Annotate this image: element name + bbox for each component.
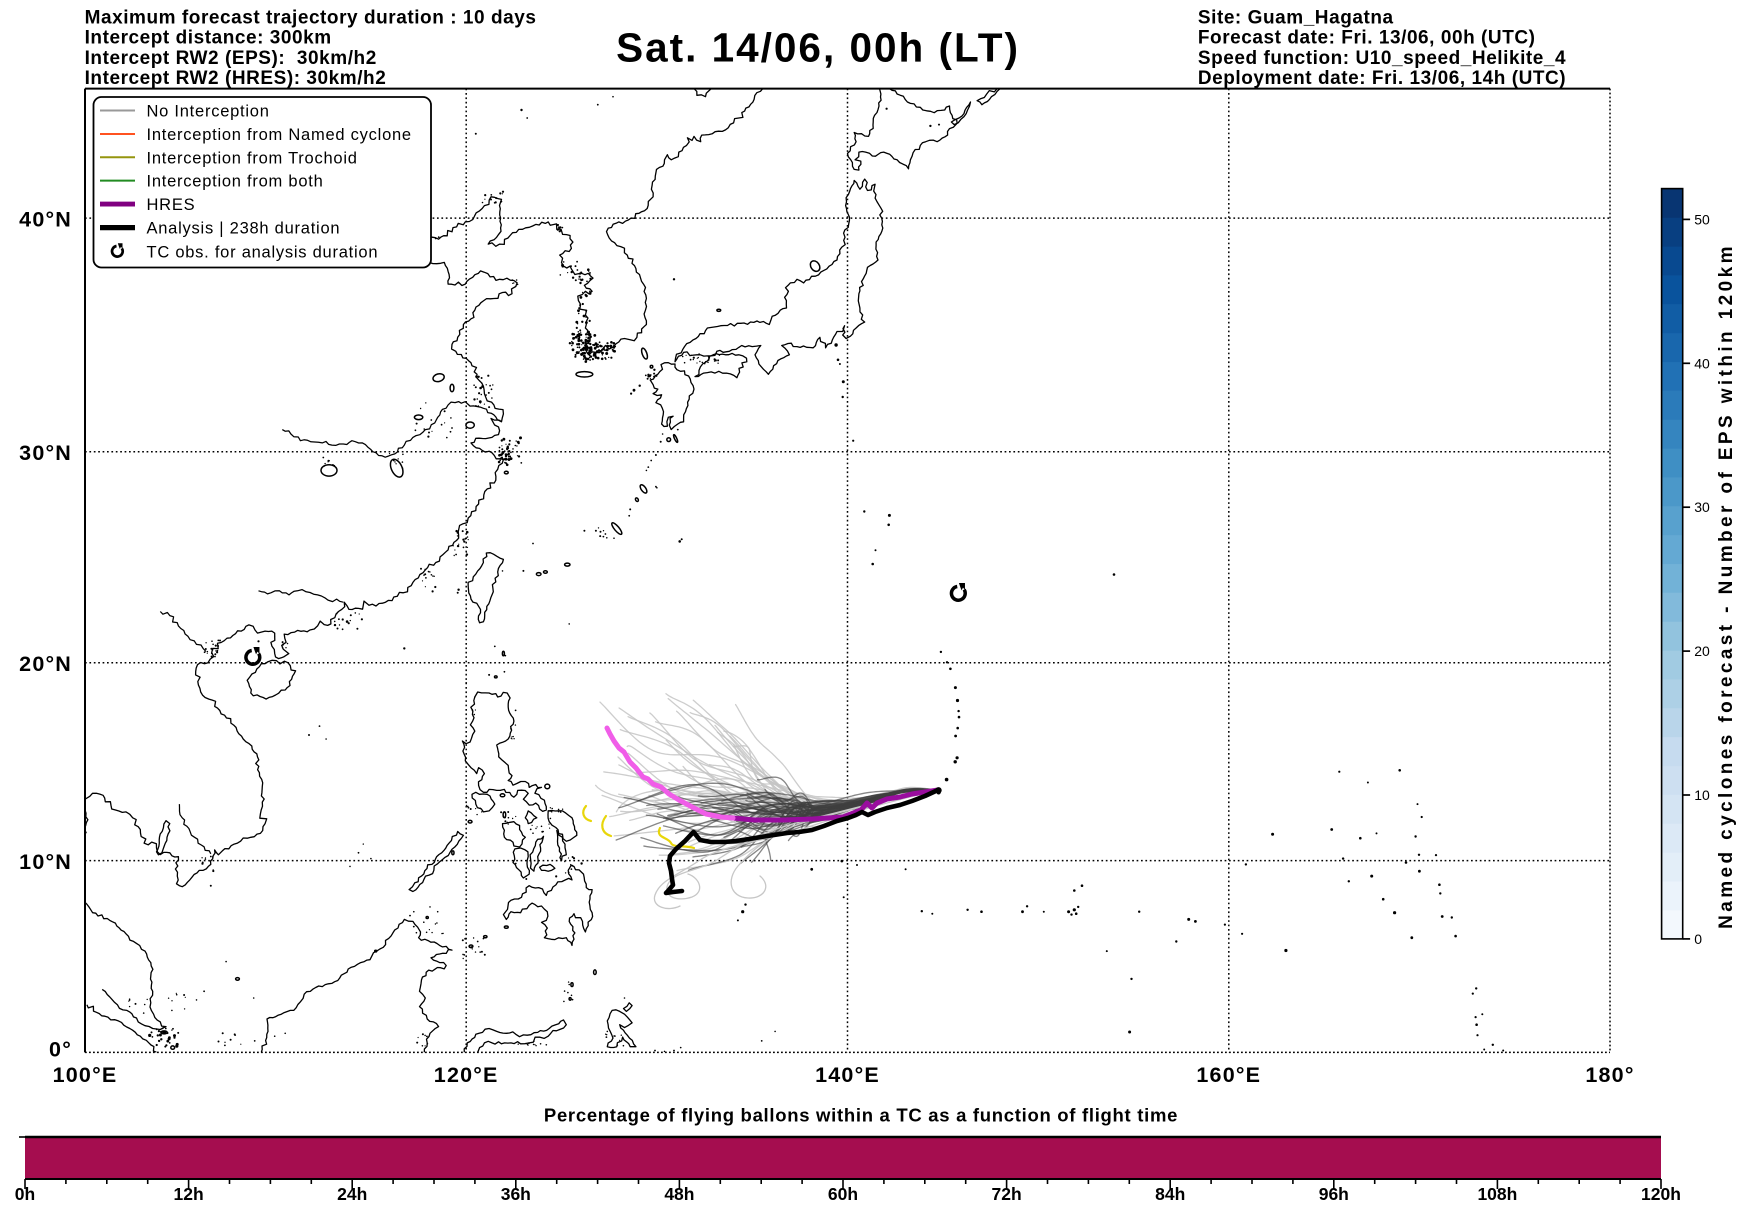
svg-text:120°E: 120°E bbox=[434, 1063, 499, 1087]
svg-text:Intercept RW2 (HRES): 30km/h2: Intercept RW2 (HRES): 30km/h2 bbox=[85, 68, 387, 89]
svg-text:140°E: 140°E bbox=[815, 1063, 880, 1087]
svg-text:160°E: 160°E bbox=[1196, 1063, 1261, 1087]
svg-text:Deployment date: Fri. 13/06, 1: Deployment date: Fri. 13/06, 14h (UTC) bbox=[1198, 68, 1566, 89]
svg-text:Analysis | 238h duration: Analysis | 238h duration bbox=[147, 220, 341, 238]
svg-text:Interception from both: Interception from both bbox=[147, 173, 324, 191]
svg-text:Intercept distance: 300km: Intercept distance: 300km bbox=[85, 28, 332, 49]
svg-text:20: 20 bbox=[1694, 643, 1710, 659]
svg-text:20°N: 20°N bbox=[19, 652, 72, 676]
svg-text:120h: 120h bbox=[1641, 1184, 1681, 1204]
svg-text:Maximum forecast trajectory du: Maximum forecast trajectory duration : 1… bbox=[85, 8, 537, 29]
svg-text:0h: 0h bbox=[15, 1184, 35, 1204]
svg-text:100°E: 100°E bbox=[53, 1063, 118, 1087]
svg-text:36h: 36h bbox=[501, 1184, 531, 1204]
svg-text:24h: 24h bbox=[337, 1184, 367, 1204]
svg-text:30°N: 30°N bbox=[19, 441, 72, 465]
svg-text:Speed function: U10_speed_Heli: Speed function: U10_speed_Helikite_4 bbox=[1198, 48, 1566, 69]
svg-text:0: 0 bbox=[1694, 931, 1702, 947]
svg-text:108h: 108h bbox=[1477, 1184, 1517, 1204]
svg-text:Interception from Named cyclon: Interception from Named cyclone bbox=[147, 126, 412, 144]
svg-text:Forecast date: Fri. 13/06, 00h: Forecast date: Fri. 13/06, 00h (UTC) bbox=[1198, 28, 1536, 49]
svg-text:Percentage of flying ballons w: Percentage of flying ballons within a TC… bbox=[544, 1105, 1178, 1126]
svg-text:48h: 48h bbox=[664, 1184, 694, 1204]
svg-text:No Interception: No Interception bbox=[147, 103, 270, 121]
svg-text:Named cyclones forecast - Numb: Named cyclones forecast - Number of EPS … bbox=[1716, 243, 1737, 929]
svg-text:72h: 72h bbox=[992, 1184, 1022, 1204]
svg-text:0°: 0° bbox=[49, 1038, 72, 1062]
svg-text:TC obs. for analysis duration: TC obs. for analysis duration bbox=[147, 244, 379, 262]
svg-text:60h: 60h bbox=[828, 1184, 858, 1204]
svg-text:84h: 84h bbox=[1155, 1184, 1185, 1204]
svg-text:96h: 96h bbox=[1319, 1184, 1349, 1204]
svg-text:10: 10 bbox=[1694, 787, 1710, 803]
svg-text:10°N: 10°N bbox=[19, 850, 72, 874]
svg-text:Intercept RW2 (EPS): 30km/h2: Intercept RW2 (EPS): 30km/h2 bbox=[85, 48, 377, 69]
svg-text:HRES: HRES bbox=[147, 196, 196, 214]
svg-text:Site: Guam_Hagatna: Site: Guam_Hagatna bbox=[1198, 8, 1394, 29]
svg-text:30: 30 bbox=[1694, 499, 1710, 515]
svg-text:40: 40 bbox=[1694, 355, 1710, 371]
svg-text:180°: 180° bbox=[1585, 1063, 1634, 1087]
svg-text:12h: 12h bbox=[174, 1184, 204, 1204]
svg-text:40°N: 40°N bbox=[19, 207, 72, 231]
svg-text:Sat. 14/06, 00h (LT): Sat. 14/06, 00h (LT) bbox=[616, 25, 1020, 71]
svg-text:50: 50 bbox=[1694, 211, 1710, 227]
svg-text:Interception from Trochoid: Interception from Trochoid bbox=[147, 149, 358, 167]
